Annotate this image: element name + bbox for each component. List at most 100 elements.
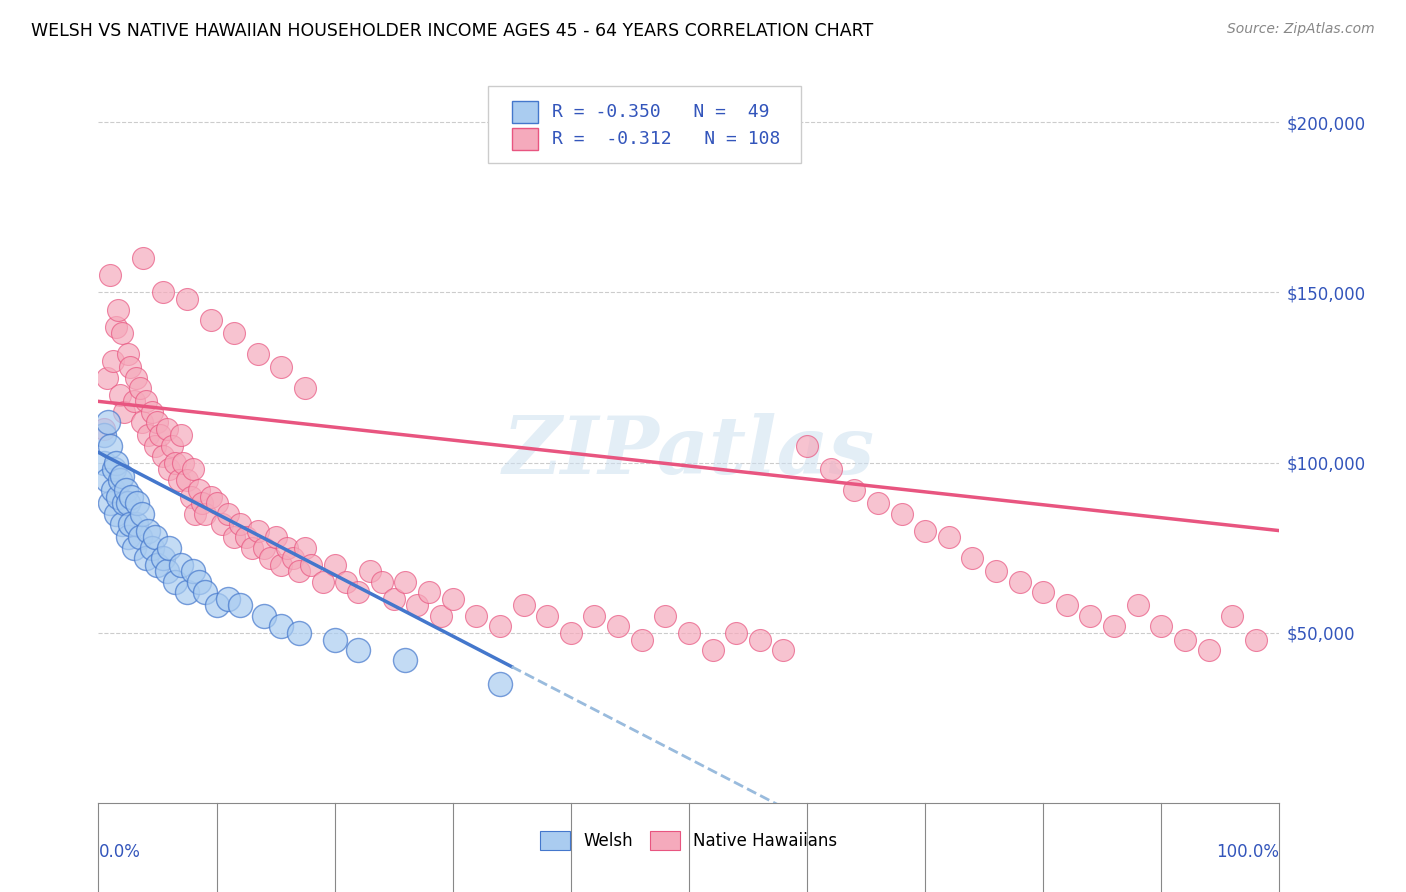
Point bbox=[194, 585, 217, 599]
FancyBboxPatch shape bbox=[512, 128, 537, 151]
Point bbox=[143, 439, 166, 453]
Point bbox=[1150, 619, 1173, 633]
Point bbox=[654, 608, 676, 623]
Point bbox=[187, 483, 209, 497]
Point bbox=[211, 516, 233, 531]
Point bbox=[312, 574, 335, 589]
Point bbox=[156, 565, 179, 579]
Point bbox=[101, 353, 124, 368]
Point bbox=[1174, 632, 1197, 647]
Point bbox=[165, 574, 187, 589]
Point bbox=[112, 496, 135, 510]
Point bbox=[323, 632, 346, 647]
Point bbox=[844, 483, 866, 497]
Point bbox=[122, 394, 145, 409]
Point bbox=[156, 421, 179, 435]
Point bbox=[246, 524, 269, 538]
Point bbox=[294, 381, 316, 395]
Point bbox=[200, 490, 222, 504]
Point bbox=[283, 550, 305, 565]
Point bbox=[418, 585, 440, 599]
Point bbox=[1126, 599, 1149, 613]
Point bbox=[191, 496, 214, 510]
Point bbox=[246, 347, 269, 361]
Point bbox=[512, 599, 534, 613]
Point bbox=[560, 625, 582, 640]
Point bbox=[1032, 585, 1054, 599]
Point bbox=[890, 507, 912, 521]
Point bbox=[217, 507, 239, 521]
Point bbox=[441, 591, 464, 606]
Point bbox=[117, 496, 139, 510]
Point bbox=[93, 456, 115, 470]
Point bbox=[136, 428, 159, 442]
Point bbox=[205, 599, 228, 613]
Point bbox=[630, 632, 652, 647]
Point bbox=[725, 625, 748, 640]
Point bbox=[105, 319, 128, 334]
Point bbox=[1008, 574, 1031, 589]
Point bbox=[820, 462, 842, 476]
Point bbox=[170, 428, 193, 442]
Point bbox=[253, 541, 276, 555]
Point bbox=[607, 619, 630, 633]
Point bbox=[200, 312, 222, 326]
Text: 0.0%: 0.0% bbox=[98, 843, 141, 861]
Point bbox=[394, 574, 416, 589]
Point bbox=[323, 558, 346, 572]
Point bbox=[406, 599, 429, 613]
Point bbox=[98, 496, 121, 510]
Point bbox=[702, 642, 724, 657]
Point bbox=[120, 360, 142, 375]
Point bbox=[335, 574, 357, 589]
Point bbox=[235, 531, 257, 545]
Point bbox=[128, 531, 150, 545]
Point bbox=[98, 439, 121, 453]
Point bbox=[131, 507, 153, 521]
Point bbox=[152, 285, 174, 300]
Point bbox=[382, 591, 405, 606]
Text: R = -0.350   N =  49: R = -0.350 N = 49 bbox=[553, 103, 769, 120]
FancyBboxPatch shape bbox=[488, 86, 801, 163]
Point bbox=[294, 541, 316, 555]
Legend: Welsh, Native Hawaiians: Welsh, Native Hawaiians bbox=[534, 824, 844, 856]
Point bbox=[259, 550, 281, 565]
Point bbox=[157, 462, 180, 476]
Point bbox=[152, 449, 174, 463]
Point bbox=[347, 642, 370, 657]
Point bbox=[229, 516, 252, 531]
Point bbox=[224, 326, 246, 341]
Point bbox=[108, 387, 131, 401]
Point bbox=[678, 625, 700, 640]
Point bbox=[394, 653, 416, 667]
Point bbox=[270, 360, 292, 375]
Point bbox=[465, 608, 488, 623]
Point bbox=[165, 456, 187, 470]
Point bbox=[93, 428, 115, 442]
Point bbox=[299, 558, 322, 572]
Point bbox=[224, 531, 246, 545]
Point bbox=[128, 381, 150, 395]
Point bbox=[146, 558, 169, 572]
Point bbox=[176, 473, 198, 487]
Point bbox=[288, 625, 311, 640]
Point bbox=[111, 326, 134, 341]
Point bbox=[1244, 632, 1267, 647]
Point bbox=[135, 394, 157, 409]
Point bbox=[96, 473, 118, 487]
Point bbox=[103, 462, 125, 476]
Point bbox=[276, 541, 298, 555]
Text: 100.0%: 100.0% bbox=[1216, 843, 1279, 861]
Point bbox=[172, 456, 194, 470]
Point bbox=[796, 439, 818, 453]
Point bbox=[270, 619, 292, 633]
Point bbox=[160, 439, 183, 453]
Point bbox=[98, 268, 121, 283]
Point bbox=[181, 565, 204, 579]
Point bbox=[264, 531, 287, 545]
Point bbox=[1056, 599, 1078, 613]
Point bbox=[1198, 642, 1220, 657]
Point bbox=[430, 608, 453, 623]
Point bbox=[135, 550, 157, 565]
Point bbox=[187, 574, 209, 589]
